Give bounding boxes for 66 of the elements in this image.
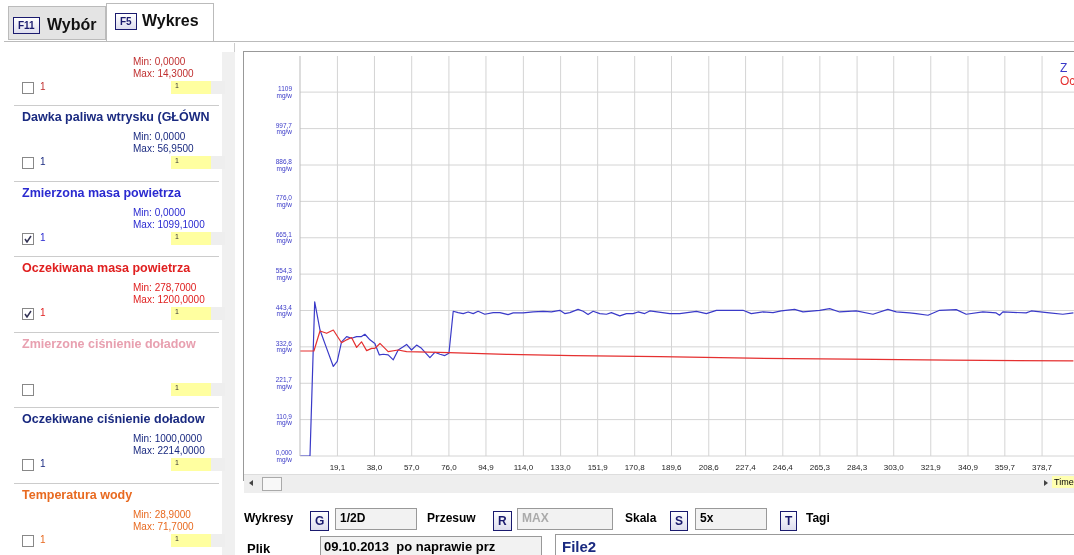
text: 1 — [40, 307, 46, 318]
x-tick-label: 151,9 — [587, 462, 609, 472]
x-tick-label: 189,6 — [661, 462, 683, 472]
x-tick-label: 76,0 — [441, 462, 458, 472]
text: Temperatura wody — [22, 487, 133, 502]
text: Max: 71,7000 — [133, 520, 194, 532]
x-tick-label: 246,4 — [772, 462, 794, 472]
x-tick-label: 303,0 — [883, 462, 905, 472]
text: Wykres — [142, 12, 199, 30]
text: 1 — [40, 458, 46, 469]
text: Min: 28,9000 — [133, 508, 191, 520]
text: 1 — [40, 231, 46, 243]
text: Max: 2214,0000 — [133, 445, 205, 456]
text: G — [310, 511, 330, 531]
text: MAX — [522, 511, 549, 525]
text: S — [670, 511, 689, 531]
text: 1 — [40, 156, 46, 167]
x-tick-label: 265,3 — [809, 462, 831, 472]
text: Min: 0,0000 — [133, 206, 186, 218]
x-tick-label: 321,9 — [920, 462, 942, 472]
text: Min: 278,7000 — [133, 282, 197, 293]
x-tick-label: 208,6 — [698, 462, 720, 472]
text: Z — [1060, 61, 1069, 75]
text: Skala — [625, 511, 657, 525]
line-series — [300, 301, 1074, 456]
text: 09.10.2013 po naprawie prz — [324, 539, 496, 554]
text: Dawka paliwa wtrysku (GŁÓWN — [22, 110, 210, 124]
text: Zmierzona masa powietrza — [22, 185, 182, 200]
text: 1 — [40, 80, 46, 92]
x-tick-label: 378,7 — [1032, 462, 1053, 472]
text: Max: 56,9500 — [133, 143, 194, 154]
text: Max: 14,3000 — [133, 67, 194, 79]
text: Wykresy — [244, 511, 294, 525]
x-tick-label: 227,4 — [735, 462, 757, 472]
x-tick-label: 94,9 — [478, 462, 495, 472]
text: F5 — [115, 13, 137, 30]
text: 5x — [700, 511, 714, 525]
text: Min: 1000,0000 — [133, 433, 202, 444]
text: Oczekiwana masa powietrza — [22, 261, 191, 275]
x-tick-label: 38,0 — [366, 462, 383, 472]
text: File2 — [562, 538, 597, 555]
x-tick-label: 359,7 — [994, 462, 1016, 472]
text: Min: 0,0000 — [133, 131, 186, 142]
text: Max: 1200,0000 — [133, 294, 205, 305]
text: 1/2D — [340, 511, 366, 525]
x-tick-label: 19,1 — [329, 462, 346, 472]
text: Zmierzone ciśnienie doładow — [22, 336, 196, 351]
text: Oczekiwane ciśnienie doładow — [22, 412, 205, 426]
line-series — [300, 329, 1074, 362]
x-tick-label: 170,8 — [624, 462, 646, 472]
text: 1 — [40, 533, 46, 545]
x-tick-label: 340,9 — [957, 462, 979, 472]
x-tick-label: 114,0 — [513, 462, 534, 472]
text: Plik — [247, 541, 271, 555]
text: Tagi — [806, 511, 830, 525]
text: Wybór — [47, 16, 97, 34]
x-axis-title: Time — [1052, 476, 1074, 488]
text: Przesuw — [427, 511, 476, 525]
x-tick-label: 284,3 — [847, 462, 868, 472]
text: F11 — [13, 17, 40, 34]
text: Max: 1099,1000 — [133, 218, 205, 230]
text: Min: 0,0000 — [133, 55, 186, 67]
x-tick-label: 133,0 — [550, 462, 572, 472]
x-tick-label: 57,0 — [403, 462, 421, 472]
text: R — [493, 511, 512, 531]
text: T — [780, 511, 798, 531]
